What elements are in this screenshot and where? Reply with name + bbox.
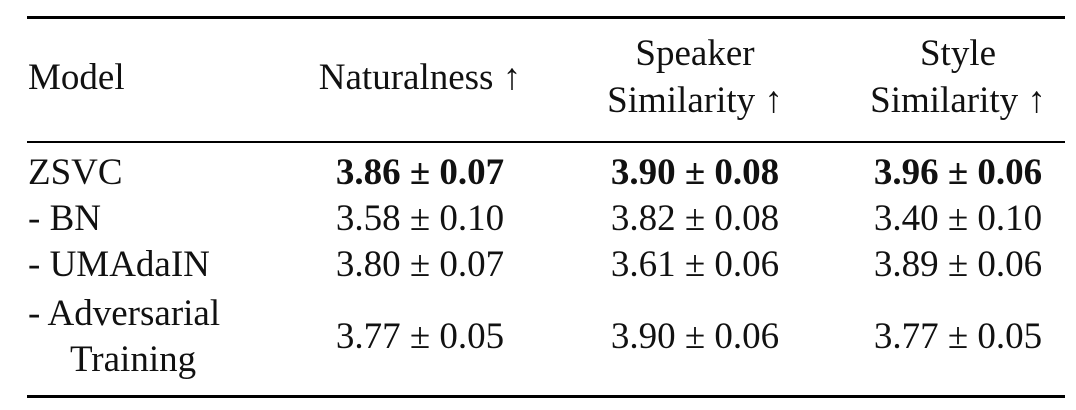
row-style-similarity: 3.96 ± 0.06 <box>873 152 1043 193</box>
mid-rule <box>27 141 1065 143</box>
header-style-line2: Similarity ↑ <box>870 80 1046 121</box>
row-style-similarity: 3.89 ± 0.06 <box>873 244 1043 285</box>
header-speaker-line2: Similarity ↑ <box>607 80 783 121</box>
row-naturalness: 3.86 ± 0.07 <box>335 152 505 193</box>
row-model-line2: Training <box>70 339 197 380</box>
top-rule <box>27 16 1065 19</box>
row-naturalness: 3.77 ± 0.05 <box>335 316 505 357</box>
row-style-similarity: 3.40 ± 0.10 <box>873 198 1043 239</box>
row-speaker-similarity: 3.82 ± 0.08 <box>610 198 780 239</box>
row-model-line1: - Adversarial <box>28 293 221 334</box>
header-model: Model <box>28 57 125 98</box>
row-speaker-similarity: 3.61 ± 0.06 <box>610 244 780 285</box>
header-naturalness: Naturalness ↑ <box>318 57 522 98</box>
row-model: ZSVC <box>28 152 123 193</box>
header-speaker-line1: Speaker <box>635 33 755 74</box>
header-style-line1: Style <box>919 33 997 74</box>
row-speaker-similarity: 3.90 ± 0.08 <box>610 152 780 193</box>
row-naturalness: 3.80 ± 0.07 <box>335 244 505 285</box>
row-naturalness: 3.58 ± 0.10 <box>335 198 505 239</box>
row-model: - BN <box>28 198 101 239</box>
row-style-similarity: 3.77 ± 0.05 <box>873 316 1043 357</box>
row-model: - UMAdaIN <box>28 244 210 285</box>
bottom-rule <box>27 395 1065 398</box>
row-speaker-similarity: 3.90 ± 0.06 <box>610 316 780 357</box>
